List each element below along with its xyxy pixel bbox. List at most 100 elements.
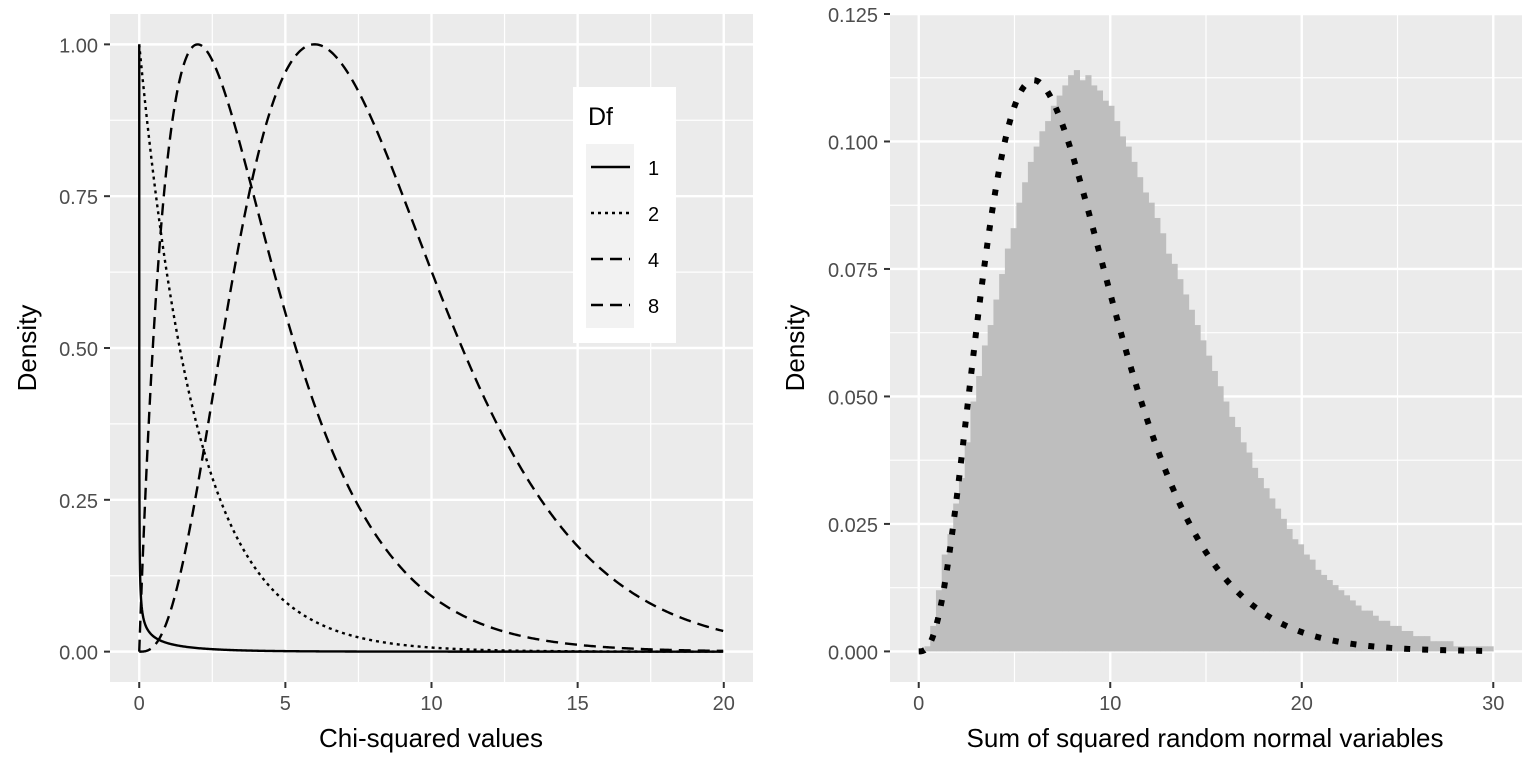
histogram-bar bbox=[999, 274, 1006, 652]
histogram-bar bbox=[1453, 646, 1460, 652]
histogram-bar bbox=[1177, 279, 1184, 652]
histogram-bar bbox=[1073, 70, 1080, 652]
left-chart: 0.00 0.25 0.50 0.75 1.00 0 5 10 15 20 Chi-square… bbox=[12, 14, 753, 753]
series-line-df-2 bbox=[138, 44, 724, 653]
right-x-tick-labels: 0 10 20 30 bbox=[913, 682, 1504, 715]
histogram-bar bbox=[1223, 401, 1230, 652]
histogram-bar bbox=[1464, 646, 1471, 652]
x-tick-label: 10 bbox=[1099, 693, 1121, 715]
histogram-bar bbox=[1050, 105, 1058, 652]
left-y-axis-label: Density bbox=[12, 305, 42, 392]
y-tick-label: 0.000 bbox=[828, 642, 878, 664]
legend-title: Df bbox=[588, 103, 613, 131]
y-tick-label: 0.75 bbox=[59, 187, 98, 209]
histogram-bar bbox=[1441, 641, 1448, 652]
histogram-bar bbox=[1246, 452, 1253, 652]
y-tick-label: 0.125 bbox=[828, 5, 878, 27]
histogram-bar bbox=[1384, 620, 1391, 652]
legend: Df 1 2 4 8 bbox=[573, 87, 676, 343]
histogram-bar bbox=[1338, 590, 1345, 652]
histogram-bar bbox=[1297, 544, 1305, 652]
series-line-df-1 bbox=[138, 44, 724, 653]
histogram-bar bbox=[1154, 217, 1161, 652]
histogram-bar bbox=[1401, 631, 1408, 652]
histogram-bar bbox=[1315, 569, 1322, 652]
histogram-bar bbox=[1004, 248, 1012, 652]
histogram-bar bbox=[1148, 202, 1155, 652]
histogram-bar bbox=[1309, 559, 1316, 652]
y-tick-label: 0.50 bbox=[59, 339, 98, 361]
histogram-bar bbox=[1228, 416, 1236, 652]
histogram-bar bbox=[1217, 386, 1224, 652]
histogram-bar bbox=[1418, 636, 1425, 652]
histogram-bar bbox=[1481, 646, 1488, 652]
histogram-bars bbox=[924, 70, 1494, 652]
y-tick-label: 0.00 bbox=[59, 643, 98, 665]
x-tick-label: 15 bbox=[567, 693, 589, 715]
histogram-bar bbox=[1062, 85, 1069, 652]
histogram-bar bbox=[1292, 539, 1299, 652]
histogram-bar bbox=[993, 299, 1000, 652]
legend-label-2: 2 bbox=[648, 204, 659, 226]
x-tick-label: 20 bbox=[1291, 693, 1313, 715]
histogram-bar bbox=[964, 442, 971, 652]
histogram-bar bbox=[1119, 136, 1126, 652]
histogram-bar bbox=[924, 646, 931, 652]
series-line-df-4 bbox=[138, 43, 724, 653]
histogram-bar bbox=[1395, 625, 1402, 652]
histogram-bar bbox=[1355, 605, 1362, 652]
histogram-bar bbox=[1286, 529, 1293, 652]
histogram-bar bbox=[970, 401, 977, 652]
histogram-bar bbox=[1114, 121, 1121, 652]
histogram-bar bbox=[1389, 625, 1396, 652]
histogram-bar bbox=[981, 345, 989, 652]
right-y-tick-labels: 0.000 0.025 0.050 0.075 0.100 0.125 bbox=[828, 5, 890, 664]
series-line-df-8 bbox=[139, 43, 724, 653]
histogram-bar bbox=[1269, 498, 1276, 652]
histogram-bar bbox=[1447, 641, 1454, 652]
x-tick-label: 5 bbox=[280, 693, 291, 715]
histogram-bar bbox=[1251, 467, 1259, 652]
y-tick-label: 0.025 bbox=[828, 515, 878, 537]
histogram-bar bbox=[1343, 595, 1351, 652]
y-tick-label: 1.00 bbox=[59, 35, 98, 57]
histogram-bar bbox=[1160, 233, 1167, 652]
histogram-bar bbox=[1194, 325, 1201, 652]
y-tick-label: 0.050 bbox=[828, 387, 878, 409]
histogram-bar bbox=[1320, 574, 1328, 652]
y-tick-label: 0.075 bbox=[828, 260, 878, 282]
histogram-bar bbox=[1332, 585, 1339, 652]
histogram-bar bbox=[1378, 620, 1385, 652]
histogram-bar bbox=[1079, 80, 1086, 652]
histogram-bar bbox=[1407, 631, 1414, 652]
histogram-bar bbox=[1108, 105, 1115, 652]
histogram-bar bbox=[1102, 100, 1109, 652]
histogram-bar bbox=[1137, 177, 1144, 652]
left-x-axis-label: Chi-squared values bbox=[319, 723, 543, 753]
histogram-bar bbox=[953, 503, 960, 652]
histogram-bar bbox=[1206, 355, 1213, 652]
histogram-bar bbox=[1361, 610, 1368, 652]
histogram-bar bbox=[1257, 478, 1264, 652]
right-chart: 0.000 0.025 0.050 0.075 0.100 0.125 0 10 20 30 S… bbox=[780, 5, 1522, 753]
histogram-bar bbox=[1240, 442, 1247, 652]
histogram-bar bbox=[1280, 518, 1287, 652]
histogram-bar bbox=[1096, 90, 1103, 652]
y-tick-label: 0.25 bbox=[59, 491, 98, 513]
histogram-bar bbox=[1470, 646, 1477, 652]
left-y-tick-labels: 0.00 0.25 0.50 0.75 1.00 bbox=[59, 35, 110, 665]
histogram-bar bbox=[1125, 146, 1132, 652]
histogram-bar bbox=[1039, 131, 1046, 652]
histogram-bar bbox=[958, 478, 966, 652]
histogram-bar bbox=[1131, 161, 1138, 652]
x-tick-label: 10 bbox=[420, 693, 442, 715]
right-x-axis-label: Sum of squared random normal variables bbox=[967, 723, 1444, 753]
histogram-bar bbox=[1263, 488, 1270, 652]
histogram-bar bbox=[1027, 161, 1035, 652]
x-tick-label: 30 bbox=[1482, 693, 1504, 715]
histogram-bar bbox=[1010, 228, 1017, 652]
histogram-bar bbox=[1234, 427, 1241, 652]
histogram-bar bbox=[1424, 636, 1431, 652]
histogram-bar bbox=[987, 325, 994, 652]
